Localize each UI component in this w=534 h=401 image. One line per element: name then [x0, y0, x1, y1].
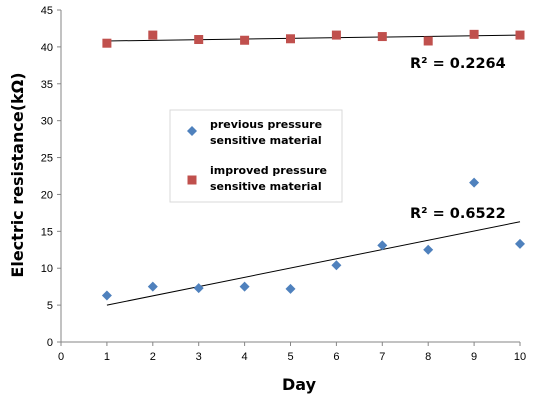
data-point-improved: [286, 34, 295, 44]
data-point-improved: [469, 29, 479, 39]
x-tick-label: 9: [471, 351, 477, 363]
legend-label: previous pressure: [210, 118, 322, 131]
x-tick-label: 6: [333, 351, 339, 363]
data-point-previous: [285, 283, 296, 294]
trendline-previous: [106, 221, 521, 306]
y-tick-label: 10: [41, 263, 53, 275]
y-axis-title: Electric resistance(kΩ): [8, 72, 27, 277]
y-tick-label: 30: [41, 116, 53, 128]
x-tick-label: 5: [287, 351, 293, 363]
legend-label: sensitive material: [210, 134, 322, 147]
x-tick-label: 2: [150, 351, 156, 363]
data-point-previous: [101, 290, 112, 301]
data-point-previous: [469, 177, 480, 188]
data-point-previous: [423, 244, 434, 255]
data-point-improved: [331, 30, 341, 40]
y-tick-label: 0: [47, 337, 53, 349]
data-point-improved: [515, 30, 525, 40]
legend-marker-improved: [187, 175, 197, 185]
y-tick-label: 25: [41, 153, 53, 165]
data-point-previous: [239, 281, 250, 292]
y-tick-label: 40: [41, 42, 53, 54]
data-point-previous: [515, 238, 525, 249]
x-tick-label: 10: [514, 351, 526, 363]
trendlines: [106, 34, 521, 306]
x-tick-label: 4: [242, 351, 248, 363]
r2-label-previous: R² = 0.6522: [410, 206, 506, 222]
y-tick-label: 5: [47, 300, 53, 312]
x-tick-label: 0: [58, 351, 64, 363]
data-point-previous: [377, 240, 388, 251]
data-point-improved: [102, 38, 112, 48]
y-tick-label: 35: [41, 79, 53, 91]
data-point-previous: [193, 283, 204, 294]
data-markers: [101, 29, 525, 301]
data-point-previous: [331, 260, 342, 271]
legend: previous pressure sensitive material impro…: [169, 109, 343, 203]
x-tick-label: 8: [425, 351, 431, 363]
data-point-improved: [148, 30, 158, 40]
x-tick-label: 1: [104, 351, 110, 363]
legend-box: [169, 109, 343, 203]
data-point-improved: [194, 35, 204, 45]
x-axis-title: Day: [282, 375, 317, 394]
x-tick-label: 7: [379, 351, 385, 363]
x-tick-label: 3: [196, 351, 202, 363]
data-point-improved: [423, 36, 433, 46]
legend-marker-previous: [187, 126, 197, 136]
legend-label: sensitive material: [210, 180, 322, 193]
data-point-improved: [377, 32, 387, 42]
trendline-improved: [106, 34, 521, 42]
data-point-previous: [147, 281, 158, 292]
legend-label: improved pressure: [210, 164, 327, 177]
data-point-improved: [240, 35, 250, 45]
y-tick-label: 45: [41, 5, 53, 17]
y-tick-label: 15: [41, 226, 53, 238]
axes: [57, 9, 521, 346]
r2-label-improved: R² = 0.2264: [410, 56, 506, 72]
y-tick-label: 20: [41, 189, 53, 201]
